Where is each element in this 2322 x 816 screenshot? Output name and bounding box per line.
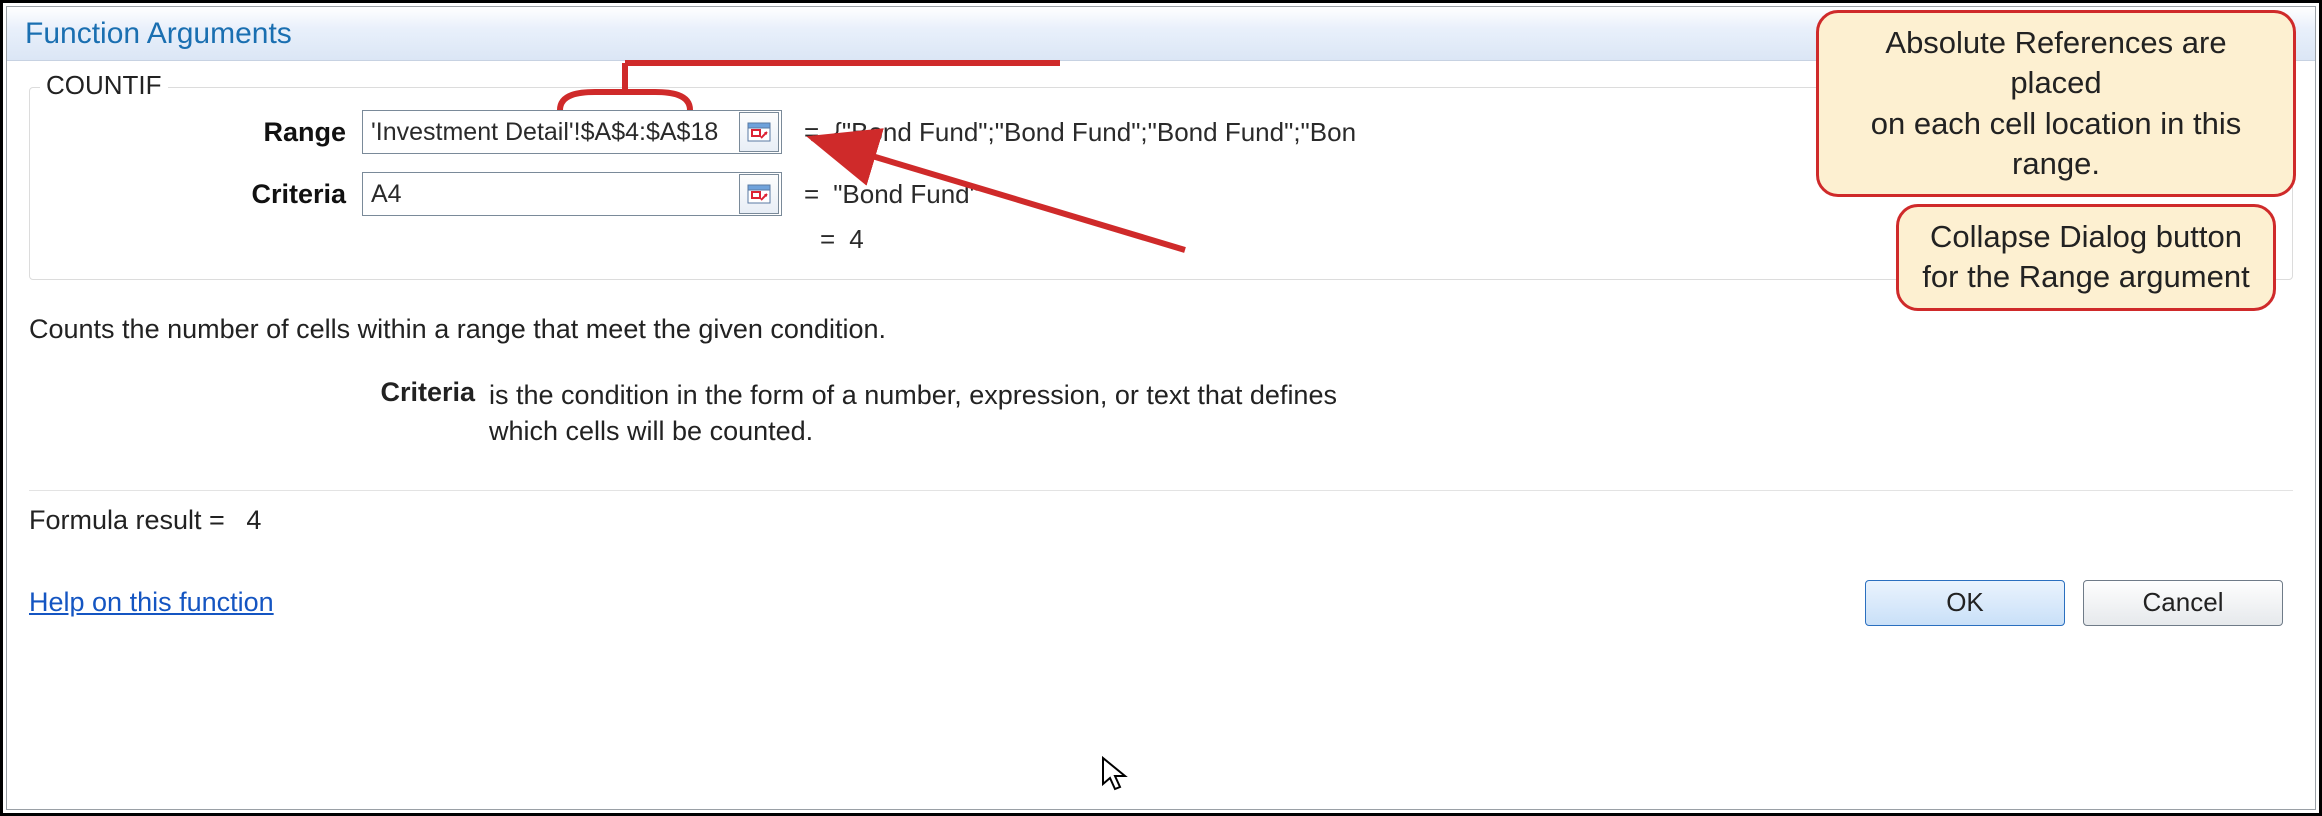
criteria-help-label: Criteria xyxy=(29,377,489,450)
function-description: Counts the number of cells within a rang… xyxy=(29,314,2293,345)
callout-line: on each cell location in this range. xyxy=(1837,104,2275,185)
divider xyxy=(29,490,2293,491)
criteria-help-text: is the condition in the form of a number… xyxy=(489,377,1369,450)
callout-line: for the Range argument xyxy=(1917,257,2255,297)
callout-absolute-references: Absolute References are placed on each c… xyxy=(1816,10,2296,197)
collapse-icon xyxy=(747,122,771,142)
range-collapse-button[interactable] xyxy=(739,112,779,152)
final-preview: 4 xyxy=(849,224,863,255)
formula-result-label: Formula result = xyxy=(29,505,225,535)
criteria-label: Criteria xyxy=(52,179,362,210)
formula-result-row: Formula result = 4 xyxy=(29,505,2293,536)
button-row: OK Cancel xyxy=(1865,580,2283,626)
criteria-help-row: Criteria is the condition in the form of… xyxy=(29,377,2293,450)
cancel-button-label: Cancel xyxy=(2143,587,2224,618)
callout-line: Absolute References are placed xyxy=(1837,23,2275,104)
ok-button-label: OK xyxy=(1946,587,1984,618)
equals-sign: = xyxy=(820,224,835,255)
range-preview: {"Bond Fund";"Bond Fund";"Bond Fund";"Bo… xyxy=(833,117,1356,148)
range-input-wrap xyxy=(362,110,782,154)
help-link[interactable]: Help on this function xyxy=(29,587,274,618)
bottom-controls-row: Help on this function OK Cancel xyxy=(29,580,2293,626)
cancel-button[interactable]: Cancel xyxy=(2083,580,2283,626)
criteria-input-wrap xyxy=(362,172,782,216)
formula-result-value: 4 xyxy=(246,505,261,535)
formula-result: Formula result = 4 xyxy=(29,505,261,536)
callout-collapse-dialog: Collapse Dialog button for the Range arg… xyxy=(1896,204,2276,311)
criteria-preview: "Bond Fund" xyxy=(833,179,979,210)
range-label: Range xyxy=(52,117,362,148)
function-name: COUNTIF xyxy=(40,70,168,101)
equals-sign: = xyxy=(804,117,819,148)
dialog-title: Function Arguments xyxy=(25,17,292,51)
callout-line: Collapse Dialog button xyxy=(1917,217,2255,257)
criteria-collapse-button[interactable] xyxy=(739,174,779,214)
ok-button[interactable]: OK xyxy=(1865,580,2065,626)
range-input[interactable] xyxy=(363,111,737,153)
criteria-input[interactable] xyxy=(363,173,737,215)
equals-sign: = xyxy=(804,179,819,210)
collapse-icon xyxy=(747,184,771,204)
